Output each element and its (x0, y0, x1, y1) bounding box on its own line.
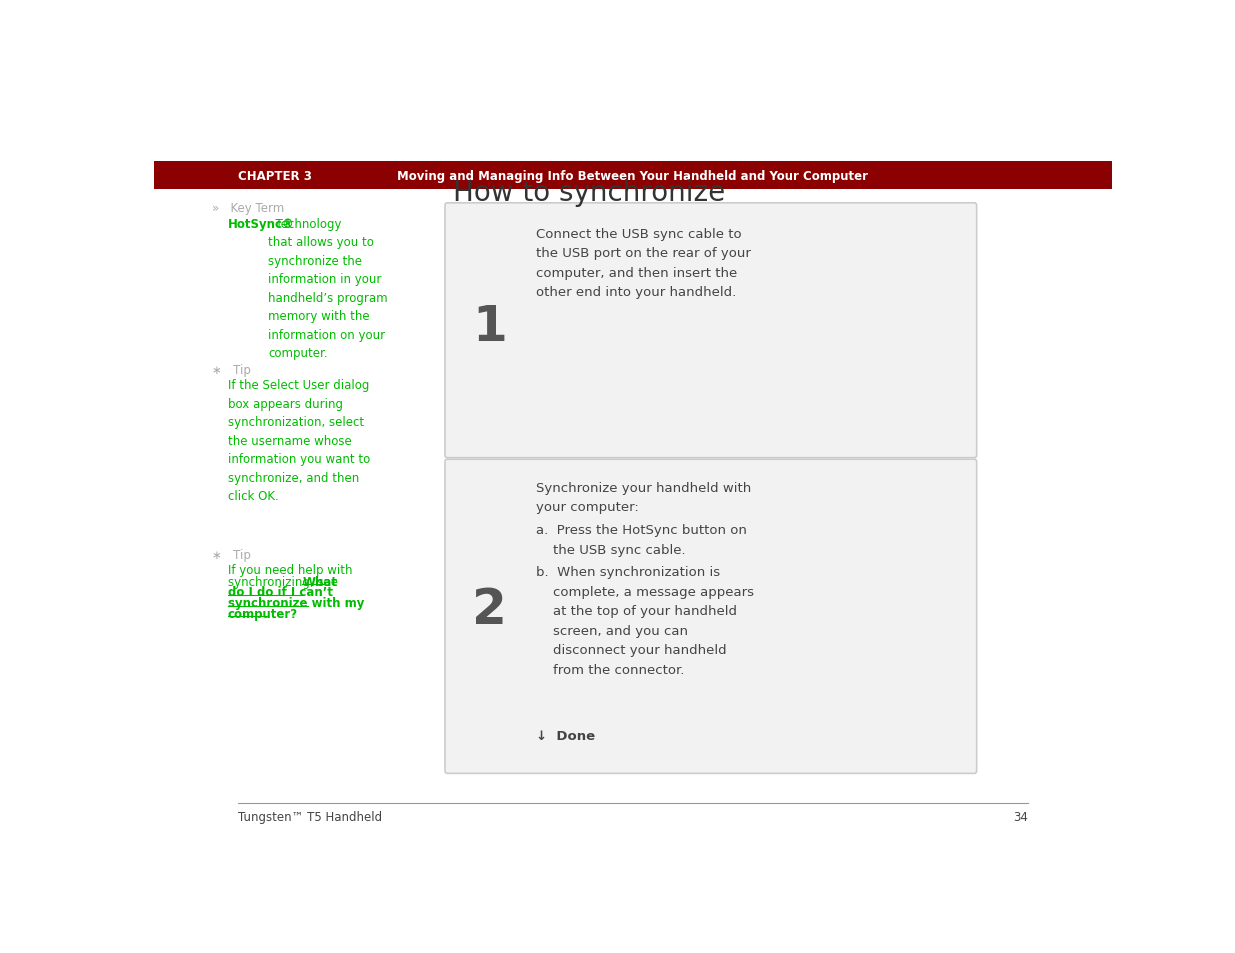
Text: Technology
that allows you to
synchronize the
information in your
handheld’s pro: Technology that allows you to synchroniz… (268, 217, 388, 360)
Text: ∗   Tip: ∗ Tip (212, 548, 252, 561)
Text: a.  Press the HotSync button on
    the USB sync cable.: a. Press the HotSync button on the USB s… (536, 523, 747, 556)
Text: 34: 34 (1013, 810, 1028, 822)
Text: Tungsten™ T5 Handheld: Tungsten™ T5 Handheld (238, 810, 382, 822)
Text: 2: 2 (472, 585, 508, 633)
Text: »   Key Term: » Key Term (212, 202, 285, 215)
Text: HotSync®: HotSync® (228, 217, 295, 231)
Text: synchronizing, see: synchronizing, see (228, 575, 342, 588)
Text: do I do if I can’t: do I do if I can’t (228, 586, 333, 598)
Bar (154, 162, 1112, 190)
Text: How to synchronize: How to synchronize (453, 179, 725, 207)
Text: What: What (303, 575, 337, 588)
Text: Synchronize your handheld with
your computer:: Synchronize your handheld with your comp… (536, 481, 752, 514)
Text: synchronize with my: synchronize with my (228, 597, 364, 610)
Text: b.  When synchronization is
    complete, a message appears
    at the top of yo: b. When synchronization is complete, a m… (536, 566, 755, 677)
Text: ∗   Tip: ∗ Tip (212, 364, 252, 376)
Text: ↓  Done: ↓ Done (536, 729, 595, 742)
Text: CHAPTER 3: CHAPTER 3 (238, 170, 312, 182)
FancyBboxPatch shape (445, 459, 977, 774)
Text: Moving and Managing Info Between Your Handheld and Your Computer: Moving and Managing Info Between Your Ha… (396, 170, 868, 182)
Text: If the Select User dialog
box appears during
synchronization, select
the usernam: If the Select User dialog box appears du… (228, 379, 370, 503)
Text: computer?: computer? (228, 607, 298, 620)
FancyBboxPatch shape (445, 204, 977, 458)
Text: 1: 1 (472, 303, 508, 351)
Text: Connect the USB sync cable to
the USB port on the rear of your
computer, and the: Connect the USB sync cable to the USB po… (536, 228, 751, 299)
Text: If you need help with: If you need help with (228, 563, 352, 577)
